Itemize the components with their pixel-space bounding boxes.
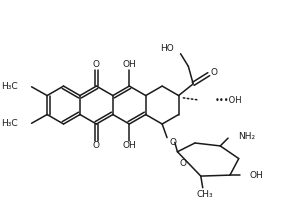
Text: NH₂: NH₂ — [238, 132, 255, 141]
Text: O: O — [169, 138, 176, 147]
Text: O: O — [180, 159, 187, 168]
Text: CH₃: CH₃ — [196, 190, 213, 199]
Text: OH: OH — [122, 60, 136, 69]
Text: O: O — [93, 141, 100, 150]
Text: O: O — [210, 68, 217, 77]
Text: OH: OH — [122, 141, 136, 150]
Text: H₃C: H₃C — [1, 119, 18, 128]
Text: •••OH: •••OH — [215, 96, 242, 105]
Text: OH: OH — [249, 171, 263, 180]
Text: H₃C: H₃C — [1, 82, 18, 91]
Text: HO: HO — [160, 44, 174, 53]
Text: O: O — [93, 60, 100, 69]
